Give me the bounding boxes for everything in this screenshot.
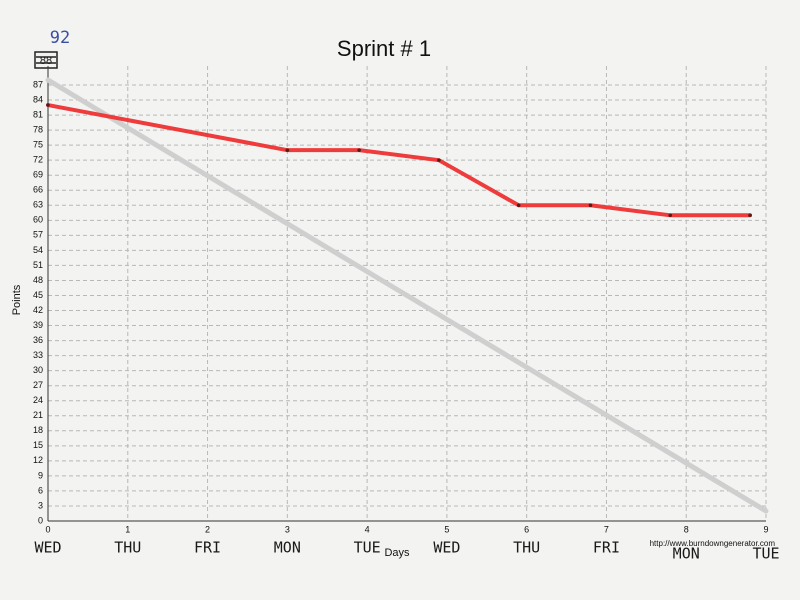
- y-tick-label: 27: [33, 380, 43, 390]
- point-marker: [46, 103, 50, 107]
- point-marker: [588, 203, 593, 208]
- x-tick-label: 0: [45, 524, 50, 534]
- y-tick-label: 57: [33, 230, 43, 240]
- day-label: MON: [274, 539, 301, 557]
- point-marker: [668, 213, 673, 218]
- y-tick-label: 48: [33, 275, 43, 285]
- day-label: WED: [34, 539, 61, 557]
- day-label: WED: [433, 539, 460, 557]
- day-label: FRI: [593, 539, 620, 557]
- y-axis-label: Points: [11, 284, 23, 315]
- chart-title: Sprint # 1: [337, 36, 431, 61]
- y-tick-label: 24: [33, 395, 43, 405]
- y-tick-label: 66: [33, 185, 43, 195]
- day-label: FRI: [194, 539, 221, 557]
- y-tick-label: 63: [33, 200, 43, 210]
- series-line: [46, 103, 753, 218]
- y-tick-label: 84: [33, 94, 43, 104]
- x-tick-label: 6: [524, 524, 529, 534]
- y-tick-label: 87: [33, 79, 43, 89]
- point-marker: [357, 148, 361, 152]
- y-tick-label: 51: [33, 260, 43, 270]
- credit: http://www.burndowngenerator.com: [650, 539, 776, 548]
- point-marker: [748, 213, 752, 218]
- x-tick-label: 2: [205, 524, 210, 534]
- y-tick-label: 12: [33, 455, 43, 465]
- y-tick-label: 30: [33, 365, 43, 375]
- day-label: MON: [673, 545, 700, 563]
- handwritten-label: 92: [50, 28, 70, 48]
- day-label: TUE: [752, 545, 779, 563]
- point-marker: [285, 148, 290, 152]
- y-tick-label: 69: [33, 170, 43, 180]
- x-axis-label: Days: [384, 547, 410, 559]
- y-tick-label: 60: [33, 215, 43, 225]
- y-tick-label: 9: [38, 470, 43, 480]
- x-tick-label: 3: [285, 524, 290, 534]
- y-tick-label: 45: [33, 290, 43, 300]
- day-label: THU: [114, 539, 141, 557]
- y-tick-label: 3: [38, 500, 43, 510]
- y-tick-label: 15: [33, 440, 43, 450]
- y-tick-label: 0: [38, 515, 43, 525]
- x-tick-label: 5: [444, 524, 449, 534]
- y-tick-label: 78: [33, 124, 43, 134]
- y-tick-label: 18: [33, 425, 43, 435]
- day-label: TUE: [354, 539, 381, 557]
- crossed-out-label: 88: [40, 55, 52, 67]
- y-tick-label: 39: [33, 320, 43, 330]
- x-tick-label: 7: [604, 524, 609, 534]
- y-tick-label: 75: [33, 140, 43, 150]
- y-tick-label: 81: [33, 109, 43, 119]
- x-tick-label: 4: [365, 524, 370, 534]
- y-tick-label: 6: [38, 485, 43, 495]
- x-tick-label: 8: [684, 524, 689, 534]
- y-tick-label: 36: [33, 335, 43, 345]
- series-line: [45, 77, 769, 514]
- x-tick-label: 1: [125, 524, 130, 534]
- point-marker: [516, 203, 521, 208]
- y-tick-label: 72: [33, 155, 43, 165]
- y-tick-label: 33: [33, 350, 43, 360]
- y-tick-label: 21: [33, 410, 43, 420]
- y-tick-label: 42: [33, 305, 43, 315]
- day-label: THU: [513, 539, 540, 557]
- y-tick-label: 54: [33, 245, 43, 255]
- cross-box: [34, 51, 58, 69]
- point-marker: [437, 158, 441, 162]
- x-tick-label: 9: [763, 524, 768, 534]
